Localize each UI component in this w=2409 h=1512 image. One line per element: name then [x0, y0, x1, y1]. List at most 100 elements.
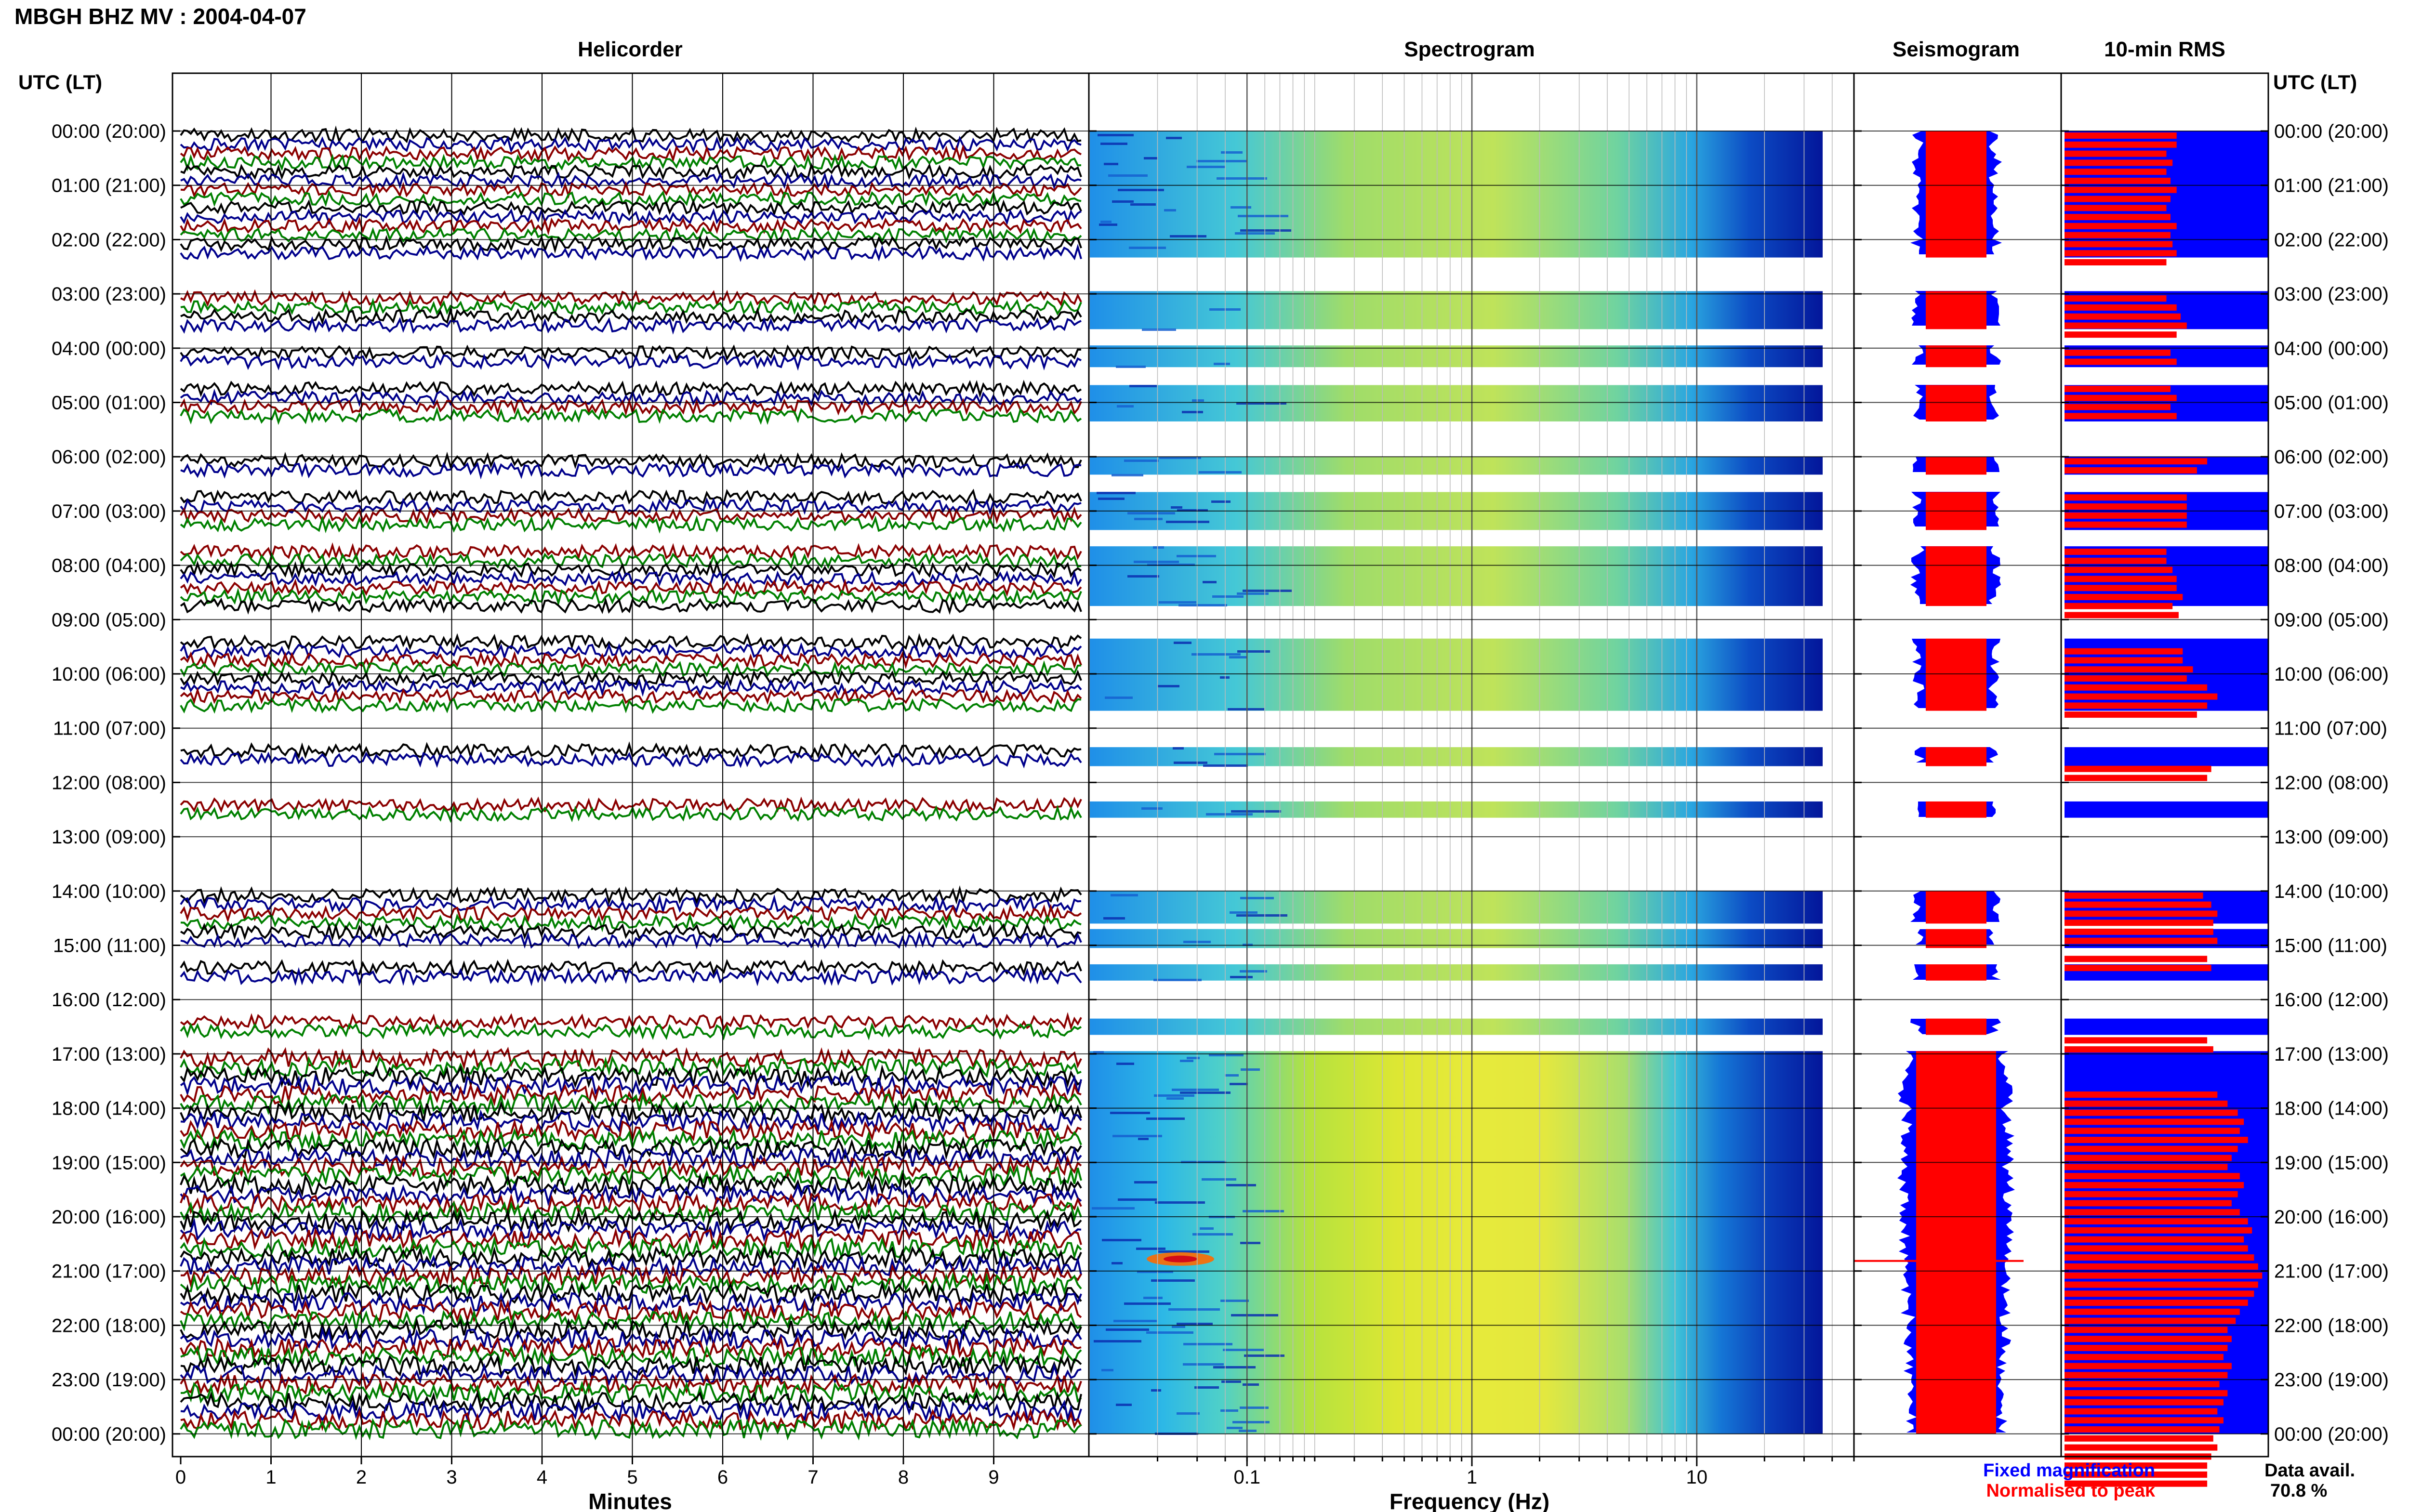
helicorder-trace-line	[180, 1136, 1082, 1161]
spectrogram-band-streak	[1171, 506, 1182, 509]
seismogram-normalised-envelope	[1926, 1018, 1986, 1035]
seismogram-normalised-envelope	[1926, 546, 1986, 606]
time-axis-label-right-tick: 00:00 (20:00)	[2274, 121, 2389, 142]
spectrogram-band-streak	[1144, 157, 1158, 159]
seismogram-normalised-envelope	[1926, 747, 1986, 766]
rms-bar	[2065, 965, 2211, 972]
spectrogram-band-streak	[1113, 1320, 1157, 1322]
time-axis-label-right-tick: 18:00 (14:00)	[2274, 1098, 2389, 1119]
helicorder-trace-line	[180, 560, 1082, 579]
spectrogram-band-streak	[1166, 521, 1209, 523]
rms-bar	[2065, 1435, 2213, 1442]
helicorder-trace-line	[180, 1164, 1082, 1188]
spectrogram-band-streak	[1174, 762, 1207, 764]
spectrogram-band-streak	[1240, 1242, 1260, 1244]
helicorder-trace-line	[180, 1280, 1082, 1305]
spectrogram-band-streak	[1240, 229, 1291, 232]
spectrogram-band-streak	[1230, 911, 1257, 914]
helicorder-trace-line	[180, 125, 1082, 144]
rms-bar	[2065, 1317, 2236, 1324]
rms-bar	[2065, 1372, 2228, 1379]
spectrogram-band-streak	[1217, 177, 1267, 180]
rms-bar	[2065, 920, 2213, 926]
seismogram-panel: Seismogram	[1854, 38, 2024, 1434]
time-axis-label-left-tick: 21:00 (17:00)	[52, 1261, 166, 1282]
spectrogram-band-streak	[1130, 203, 1156, 206]
rms-bar	[2065, 1327, 2228, 1333]
rms-bar	[2065, 358, 2177, 365]
spectrogram-band-streak	[1229, 656, 1246, 658]
helicorder-trace-line	[180, 1046, 1082, 1071]
spectrogram-band-streak	[1244, 1354, 1284, 1357]
spectrogram-band-streak	[1220, 1409, 1238, 1412]
rms-bar	[2065, 666, 2193, 673]
rms-bar	[2065, 223, 2177, 229]
spectrogram-band-streak	[1177, 555, 1216, 557]
rms-bar	[2065, 467, 2197, 473]
rms-bar	[2065, 657, 2183, 664]
rms-bar	[2065, 928, 2213, 935]
time-axis-labels-left: 00:00 (20:00) 01:00 (21:00) 02:00 (22:00) 0…	[52, 121, 166, 1445]
spectrogram-band-streak	[1212, 595, 1244, 598]
spectrogram-band-streak	[1187, 166, 1225, 168]
helicorder-trace-line	[180, 153, 1082, 172]
time-axis-label-right-tick: 23:00 (19:00)	[2274, 1369, 2389, 1391]
helicorder-trace-line	[180, 1100, 1082, 1124]
seismogram-normalised-envelope	[1926, 891, 1986, 924]
time-axis-label-right-tick: 11:00 (07:00)	[2274, 718, 2387, 739]
time-axis-label-left-tick: 03:00 (23:00)	[52, 284, 166, 305]
helicorder-trace-line	[180, 551, 1082, 569]
rms-bar	[2065, 775, 2208, 781]
time-axis-label-right-tick: 07:00 (03:00)	[2274, 501, 2389, 522]
spectrogram-band-streak	[1116, 1063, 1134, 1065]
rms-bar	[2065, 404, 2171, 410]
helicorder-trace-line	[180, 1317, 1082, 1342]
rms-bar	[2065, 521, 2187, 528]
time-axis-label-left-tick: 10:00 (06:00)	[52, 664, 166, 685]
spectrogram-band-streak	[1141, 807, 1163, 810]
helicorder-trace-line	[180, 912, 1082, 933]
spectrogram-band-streak	[1172, 1089, 1219, 1091]
rms-bar	[2065, 1308, 2240, 1315]
helicorder-trace-line	[180, 1417, 1082, 1441]
rms-bar	[2065, 1109, 2238, 1116]
spectrogram-band-streak	[1202, 1178, 1236, 1181]
helicorder-x-tick-label: 6	[717, 1467, 728, 1488]
helicorder-title: Helicorder	[578, 38, 683, 61]
rms-bar	[2065, 385, 2171, 392]
spectrogram-band-streak	[1194, 1386, 1219, 1389]
rms-bar	[2065, 1408, 2218, 1415]
spectrogram-band-streak	[1158, 685, 1179, 687]
helicorder-x-ticks: 0 1 2 3 4 5 6 7 8 9	[175, 1457, 999, 1488]
spectrogram-x-ticks: 0.1 1 10	[1157, 1457, 1855, 1488]
spectrogram-band-streak	[1146, 1331, 1193, 1334]
helicorder-trace-line	[180, 1109, 1082, 1134]
rms-bar	[2065, 1091, 2218, 1098]
time-axis-label-left-tick: 02:00 (22:00)	[52, 229, 166, 250]
time-axis-label-right-tick: 04:00 (00:00)	[2274, 338, 2389, 359]
spectrogram-band-streak	[1174, 642, 1191, 644]
rms-bar	[2065, 1290, 2254, 1297]
time-axis-label-right-tick: 15:00 (11:00)	[2274, 935, 2387, 957]
helicorder-trace-line	[180, 633, 1082, 651]
helicorder-trace-line	[180, 1172, 1082, 1197]
rms-frame	[2060, 72, 2269, 1458]
spectrogram-bands	[1090, 131, 1823, 1435]
time-axis-label-right-tick: 12:00 (08:00)	[2274, 772, 2389, 793]
helicorder-trace-line	[180, 651, 1082, 670]
rms-fixed-area	[2065, 1018, 2268, 1035]
helicorder-trace-line	[180, 1353, 1082, 1379]
helicorder-trace-line	[180, 297, 1082, 317]
spectrogram-band-streak	[1100, 221, 1112, 223]
rms-bar	[2065, 1218, 2248, 1224]
spectrogram-band-streak	[1112, 1262, 1123, 1264]
spectrogram-band-streak	[1093, 1051, 1104, 1053]
seismogram-normalised-envelope	[1926, 457, 1986, 475]
helicorder-trace-line	[180, 1390, 1082, 1414]
rms-bar	[2065, 177, 2171, 184]
helicorder-trace-line	[180, 461, 1082, 480]
rms-bar	[2065, 159, 2173, 166]
helicorder-trace-line	[180, 353, 1082, 371]
spectrogram-band-streak	[1191, 653, 1241, 656]
spectrogram-band-streak	[1154, 1094, 1194, 1097]
